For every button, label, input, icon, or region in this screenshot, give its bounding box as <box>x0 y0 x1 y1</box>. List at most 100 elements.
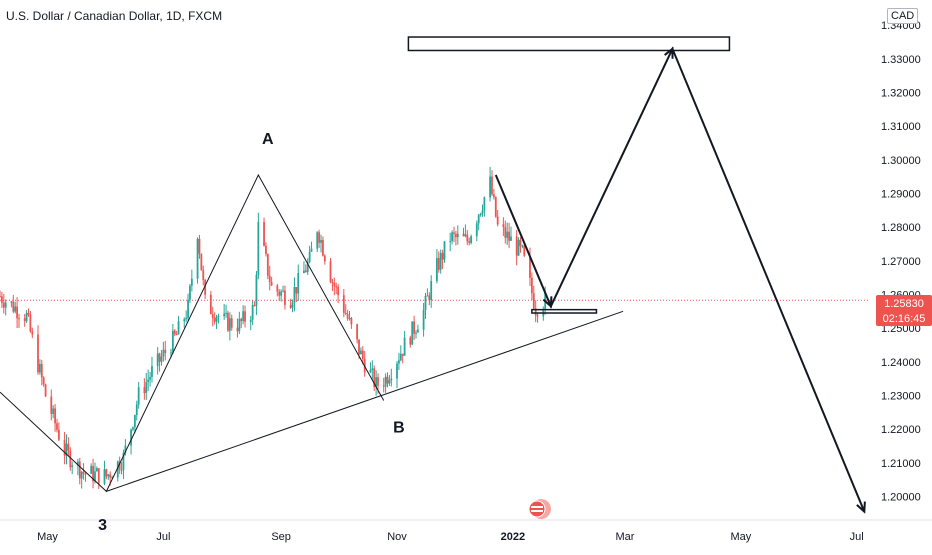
projection-path <box>494 46 866 512</box>
candle-body <box>369 369 372 373</box>
candle-body <box>69 450 72 468</box>
candle-body <box>52 408 55 414</box>
candle-body <box>284 290 286 305</box>
candle-body <box>411 321 414 345</box>
candle-body <box>187 299 189 318</box>
candle-body <box>217 316 220 318</box>
candle-body <box>171 330 174 353</box>
pattern-label: 3 <box>98 517 107 534</box>
candle-body <box>384 376 387 387</box>
candle-body <box>441 252 444 260</box>
pattern-label: B <box>393 419 405 436</box>
candle-body <box>103 469 106 484</box>
candle-body <box>329 261 332 283</box>
candle-body <box>470 236 472 243</box>
flag-events-icon <box>528 499 551 519</box>
candle-body <box>200 253 203 271</box>
candle-body <box>84 473 87 475</box>
candle-body <box>105 469 108 477</box>
current-price-badge-bg <box>876 295 932 326</box>
candle-body <box>118 461 121 470</box>
candle-body <box>413 321 416 334</box>
candle-body <box>479 213 482 216</box>
x-tick-label: 2022 <box>501 531 525 543</box>
candle-body <box>40 363 43 378</box>
candle-body <box>396 363 398 379</box>
candle-body <box>320 239 322 243</box>
candle-body <box>31 331 34 335</box>
candle-body <box>529 255 531 278</box>
candle-body <box>437 258 440 270</box>
candle-body <box>282 290 284 292</box>
candle-body <box>496 216 499 225</box>
candle-body <box>253 305 256 307</box>
candle-body <box>417 329 419 333</box>
candle-body <box>122 452 125 470</box>
candle-body <box>185 317 188 320</box>
candle-body <box>316 232 319 249</box>
candle-body <box>449 241 452 243</box>
candle-body <box>375 377 378 388</box>
candle-body <box>303 270 305 274</box>
candle-body <box>183 319 186 322</box>
candle-body <box>377 377 379 386</box>
candle-body <box>145 382 148 394</box>
candle-body <box>534 308 537 316</box>
current-price-value: 1.25830 <box>884 298 924 310</box>
candle-body <box>322 239 324 256</box>
candle-body <box>50 396 53 414</box>
candle-body <box>491 176 493 195</box>
candle-body <box>304 270 307 273</box>
candle-body <box>263 222 265 246</box>
candle-body <box>373 368 376 388</box>
candle-body <box>466 234 469 242</box>
x-tick-label: May <box>37 531 58 543</box>
candle-body <box>428 295 431 301</box>
candle-body <box>215 317 218 322</box>
candle-body <box>308 251 311 262</box>
candle-body <box>149 376 151 380</box>
candle-body <box>255 274 258 306</box>
candle-body <box>291 302 294 308</box>
candle-body <box>504 227 507 238</box>
candle-body <box>175 334 178 336</box>
candle-body <box>468 241 471 243</box>
candle-body <box>249 319 252 322</box>
x-tick-label: Jul <box>156 531 170 543</box>
candle-body <box>63 439 66 456</box>
candle-body <box>76 461 79 466</box>
candle-countdown: 02:16:45 <box>883 313 926 325</box>
target-zone-box <box>407 36 731 52</box>
candle-body <box>228 318 231 331</box>
candle-body <box>18 318 20 320</box>
candle-body <box>306 261 309 273</box>
candle-body <box>426 295 429 297</box>
candle-body <box>265 245 267 254</box>
candle-body <box>132 427 134 430</box>
candle-body <box>56 423 58 430</box>
candle-body <box>481 210 484 214</box>
candle-body <box>439 252 442 270</box>
candle-body <box>12 301 15 312</box>
candle-body <box>67 443 70 451</box>
candle-body <box>510 236 512 241</box>
currency-badge[interactable]: CAD <box>887 8 919 24</box>
x-tick-label: Jul <box>850 531 864 543</box>
x-tick-label: Mar <box>615 531 634 543</box>
candle-body <box>16 306 18 319</box>
candle-body <box>236 327 239 332</box>
projection-arrowhead <box>542 296 553 309</box>
candle-body <box>82 471 85 474</box>
candle-body <box>190 278 193 286</box>
candle-body <box>42 377 45 385</box>
x-tick-label: Nov <box>387 531 407 543</box>
candle-body <box>333 282 336 287</box>
candle-body <box>462 233 465 237</box>
y-tick-label: 1.25000 <box>881 323 921 335</box>
candle-body <box>477 215 480 224</box>
y-tick-label: 1.24000 <box>881 357 921 369</box>
candle-body <box>371 368 374 370</box>
candle-body <box>177 321 180 335</box>
